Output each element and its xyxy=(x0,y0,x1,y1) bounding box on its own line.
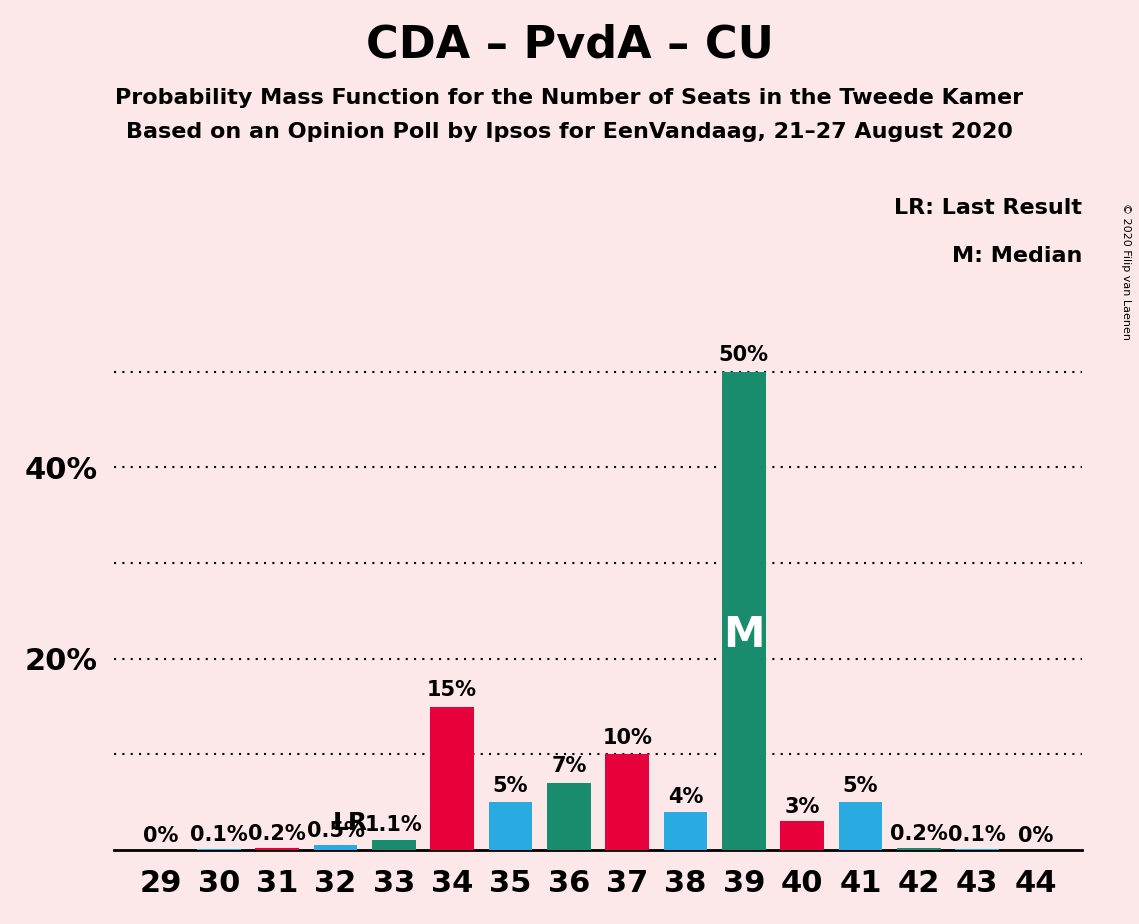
Text: M: Median: M: Median xyxy=(952,246,1082,266)
Text: 15%: 15% xyxy=(427,680,477,699)
Text: M: M xyxy=(723,614,764,656)
Text: 10%: 10% xyxy=(603,728,652,748)
Text: 0%: 0% xyxy=(1018,826,1054,846)
Text: 3%: 3% xyxy=(785,796,820,817)
Bar xyxy=(255,848,300,850)
Text: 5%: 5% xyxy=(493,775,528,796)
Bar xyxy=(313,845,358,850)
Bar xyxy=(664,812,707,850)
Bar xyxy=(489,802,532,850)
Text: 0%: 0% xyxy=(142,826,178,846)
Text: Based on an Opinion Poll by Ipsos for EenVandaag, 21–27 August 2020: Based on an Opinion Poll by Ipsos for Ee… xyxy=(126,122,1013,142)
Text: 50%: 50% xyxy=(719,345,769,365)
Text: CDA – PvdA – CU: CDA – PvdA – CU xyxy=(366,23,773,67)
Bar xyxy=(431,707,474,850)
Text: LR: Last Result: LR: Last Result xyxy=(894,198,1082,218)
Bar xyxy=(372,840,416,850)
Bar xyxy=(896,848,941,850)
Bar xyxy=(722,371,765,850)
Text: 0.5%: 0.5% xyxy=(306,821,364,842)
Text: 0.1%: 0.1% xyxy=(190,825,248,845)
Bar xyxy=(605,754,649,850)
Text: 0.2%: 0.2% xyxy=(248,824,306,845)
Bar xyxy=(838,802,883,850)
Text: 1.1%: 1.1% xyxy=(364,815,423,834)
Text: 4%: 4% xyxy=(667,787,703,807)
Text: 0.2%: 0.2% xyxy=(890,824,948,845)
Text: © 2020 Filip van Laenen: © 2020 Filip van Laenen xyxy=(1121,203,1131,340)
Text: 7%: 7% xyxy=(551,757,587,776)
Bar xyxy=(956,849,999,850)
Text: 5%: 5% xyxy=(843,775,878,796)
Bar xyxy=(197,849,240,850)
Text: LR: LR xyxy=(333,810,368,834)
Text: Probability Mass Function for the Number of Seats in the Tweede Kamer: Probability Mass Function for the Number… xyxy=(115,88,1024,108)
Text: 0.1%: 0.1% xyxy=(948,825,1006,845)
Bar xyxy=(547,784,591,850)
Bar xyxy=(780,821,823,850)
